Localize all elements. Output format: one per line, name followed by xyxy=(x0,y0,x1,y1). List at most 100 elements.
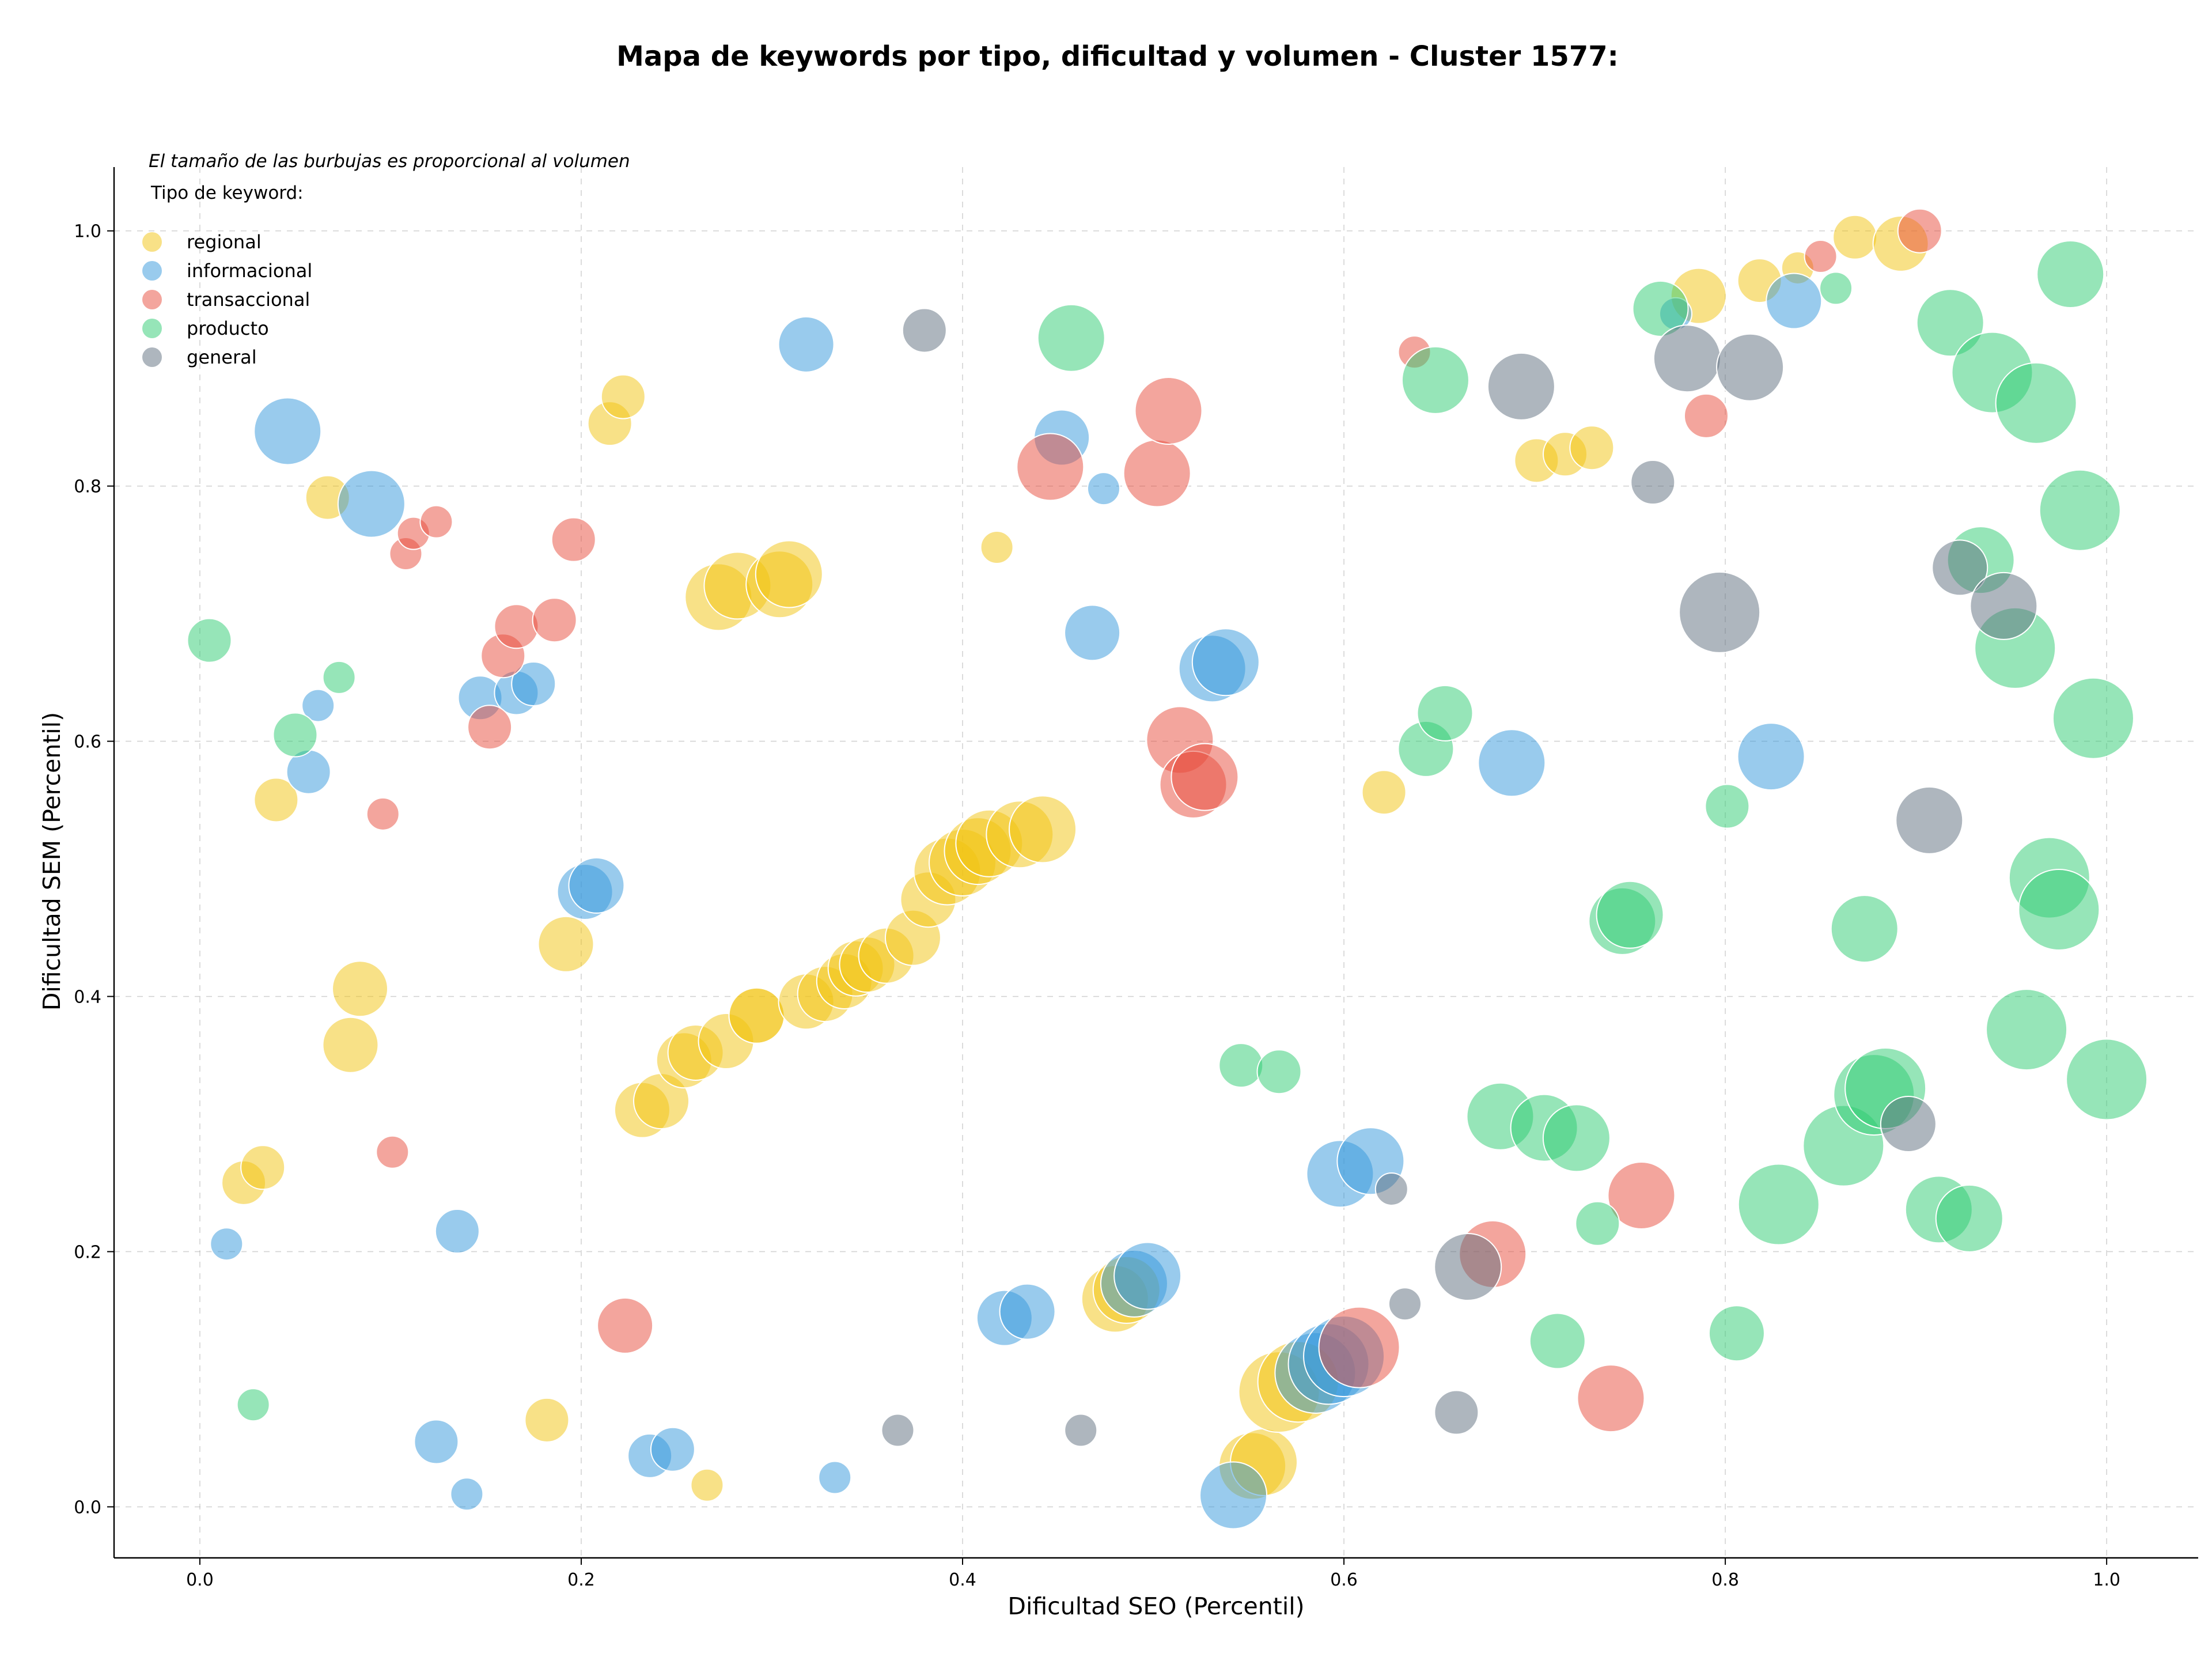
bubble-producto xyxy=(1708,1305,1765,1362)
bubble-transaccional xyxy=(1607,1161,1676,1230)
bubble-general xyxy=(1434,1390,1479,1435)
legend-marker-general xyxy=(142,347,162,367)
bubble-regional xyxy=(980,530,1014,564)
bubble-general xyxy=(1679,571,1761,653)
x-tick-label: 1.0 xyxy=(2093,1570,2120,1590)
bubble-regional xyxy=(600,374,646,419)
bubble-informacional xyxy=(778,316,835,373)
y-tick-label: 0.2 xyxy=(74,1242,101,1262)
bubble-informacional xyxy=(1113,1242,1182,1310)
x-tick-label: 0.0 xyxy=(186,1570,214,1590)
bubble-general xyxy=(1969,572,2038,640)
bubble-transaccional xyxy=(1577,1364,1645,1433)
bubble-general xyxy=(902,308,947,353)
bubble-transaccional xyxy=(1804,240,1838,274)
legend: regional informacional transaccional produc… xyxy=(142,231,312,368)
bubble-producto xyxy=(2018,868,2100,951)
bubble-producto xyxy=(1529,1312,1586,1369)
bubble-informacional xyxy=(1478,729,1546,797)
bubble-producto xyxy=(322,660,356,694)
bubble-transaccional xyxy=(1318,1306,1400,1388)
bubble-producto xyxy=(1935,1184,2003,1253)
bubble-producto xyxy=(1830,895,1899,963)
bubble-producto xyxy=(1256,1049,1302,1095)
y-tick-label: 0.8 xyxy=(74,477,101,497)
bubble-regional xyxy=(1361,770,1407,815)
bubble-producto xyxy=(236,1388,270,1422)
legend-label-transaccional: transaccional xyxy=(187,289,310,311)
bubble-transaccional xyxy=(597,1297,654,1354)
y-axis-label: Dificultad SEM (Percentil) xyxy=(38,712,66,1011)
bubble-producto xyxy=(1819,271,1853,305)
size-note: El tamaño de las burbujas es proporciona… xyxy=(149,151,630,172)
bubble-informacional xyxy=(1191,628,1260,697)
bubble-producto xyxy=(272,712,318,758)
bubble-transaccional xyxy=(494,604,539,649)
bubble-informacional xyxy=(337,470,406,538)
bubble-producto xyxy=(1037,304,1105,372)
bubble-regional xyxy=(728,987,785,1044)
x-tick-label: 0.8 xyxy=(1711,1570,1739,1590)
bubble-informacional xyxy=(253,397,322,466)
bubble-general xyxy=(1434,1233,1502,1301)
bubble-producto xyxy=(2036,240,2105,309)
bubble-regional xyxy=(332,960,389,1017)
legend-marker-regional xyxy=(142,232,162,252)
bubble-general xyxy=(1653,324,1721,393)
grid xyxy=(114,167,2198,1558)
bubble-transaccional xyxy=(532,597,577,643)
bubble-regional xyxy=(1569,425,1615,471)
bubble-regional xyxy=(240,1145,286,1190)
bubble-producto xyxy=(2039,469,2121,551)
x-tick-label: 0.2 xyxy=(567,1570,595,1590)
bubble-regional xyxy=(524,1397,570,1443)
bubble-producto xyxy=(1995,362,2077,444)
bubble-producto xyxy=(1632,280,1689,337)
bubble-regional xyxy=(690,1468,724,1502)
bubble-transaccional xyxy=(1897,208,1942,253)
bubble-informacional xyxy=(301,688,335,722)
bubble-producto xyxy=(1705,784,1750,829)
bubble-transaccional xyxy=(1134,377,1203,445)
bubble-general xyxy=(1880,1096,1937,1153)
bubble-regional xyxy=(1832,214,1878,260)
bubble-general xyxy=(1931,539,1988,596)
bubble-informacional xyxy=(414,1419,459,1465)
legend-label-regional: regional xyxy=(187,231,262,253)
bubble-producto xyxy=(187,618,232,663)
legend-label-general: general xyxy=(187,346,257,368)
y-tick-label: 0.4 xyxy=(74,987,101,1008)
legend-title: Tipo de keyword: xyxy=(150,183,304,203)
bubble-informacional xyxy=(1737,722,1805,791)
bubble-informacional xyxy=(650,1427,695,1472)
legend-label-informacional: informacional xyxy=(187,260,312,282)
bubble-producto xyxy=(1986,989,2068,1071)
axes xyxy=(113,167,2198,1559)
bubble-transaccional xyxy=(1683,393,1729,438)
x-axis-label: Dificultad SEO (Percentil) xyxy=(1007,1592,1304,1620)
bubble-general xyxy=(1630,460,1676,505)
bubble-transaccional xyxy=(1171,743,1239,811)
bubble-producto xyxy=(1416,684,1474,741)
bubble-general xyxy=(1716,333,1785,402)
bubble-general xyxy=(1388,1287,1422,1321)
bubble-informacional xyxy=(450,1477,484,1511)
legend-marker-transaccional xyxy=(142,290,162,309)
bubble-producto xyxy=(1218,1043,1264,1088)
legend-marker-producto xyxy=(142,319,162,338)
bubble-informacional xyxy=(210,1227,244,1261)
bubble-informacional xyxy=(1086,472,1120,506)
bubble-informacional xyxy=(1766,273,1823,330)
bubble-transaccional xyxy=(467,705,513,750)
legend-label-producto: producto xyxy=(187,317,269,339)
bubble-general xyxy=(1487,352,1555,421)
bubble-informacional xyxy=(1199,1461,1268,1530)
bubble-informacional xyxy=(999,1283,1056,1340)
bubble-producto xyxy=(1596,880,1664,949)
bubble-informacional xyxy=(818,1461,852,1494)
bubble-producto xyxy=(2052,677,2134,759)
bubble-regional xyxy=(755,540,823,608)
chart-title: Mapa de keywords por tipo, dificultad y … xyxy=(616,40,1619,73)
